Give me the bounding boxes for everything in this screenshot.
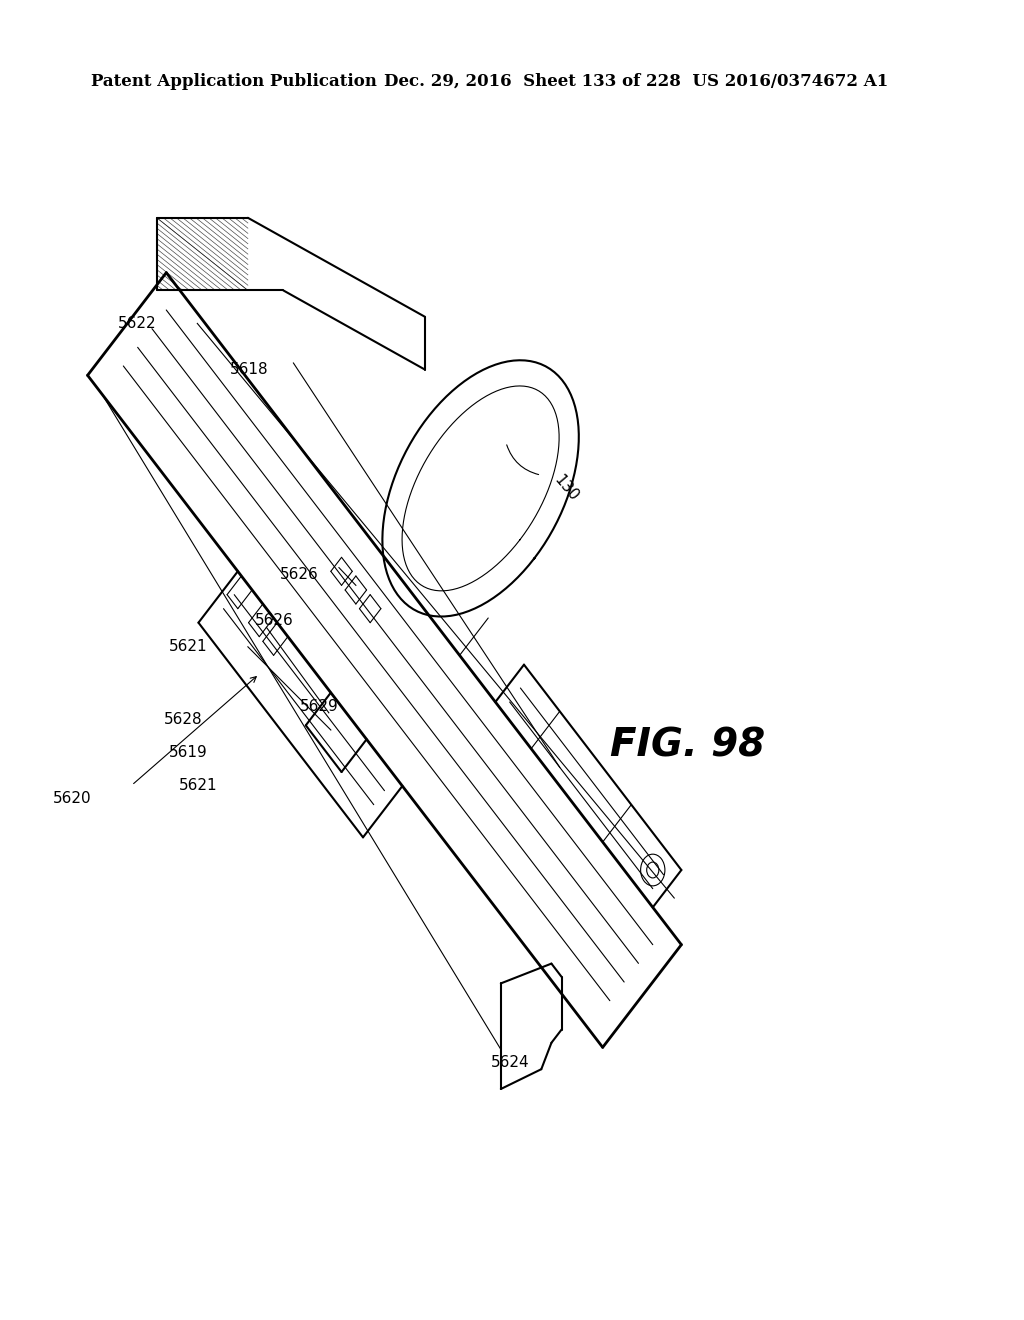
Text: 5622: 5622: [118, 315, 157, 331]
Text: 5629: 5629: [300, 698, 339, 714]
Text: 5619: 5619: [169, 744, 208, 760]
Text: Dec. 29, 2016  Sheet 133 of 228  US 2016/0374672 A1: Dec. 29, 2016 Sheet 133 of 228 US 2016/0…: [384, 73, 889, 90]
Text: 5618: 5618: [229, 362, 268, 378]
Text: 5626: 5626: [255, 612, 294, 628]
Text: 5621: 5621: [179, 777, 217, 793]
Text: Patent Application Publication: Patent Application Publication: [91, 73, 377, 90]
Text: FIG. 98: FIG. 98: [610, 727, 766, 764]
Text: 5626: 5626: [280, 566, 318, 582]
Text: 5628: 5628: [164, 711, 203, 727]
Text: 5621: 5621: [169, 639, 208, 655]
Text: 5624: 5624: [490, 1055, 529, 1071]
Text: 130: 130: [551, 473, 582, 504]
Text: 5620: 5620: [52, 791, 91, 807]
